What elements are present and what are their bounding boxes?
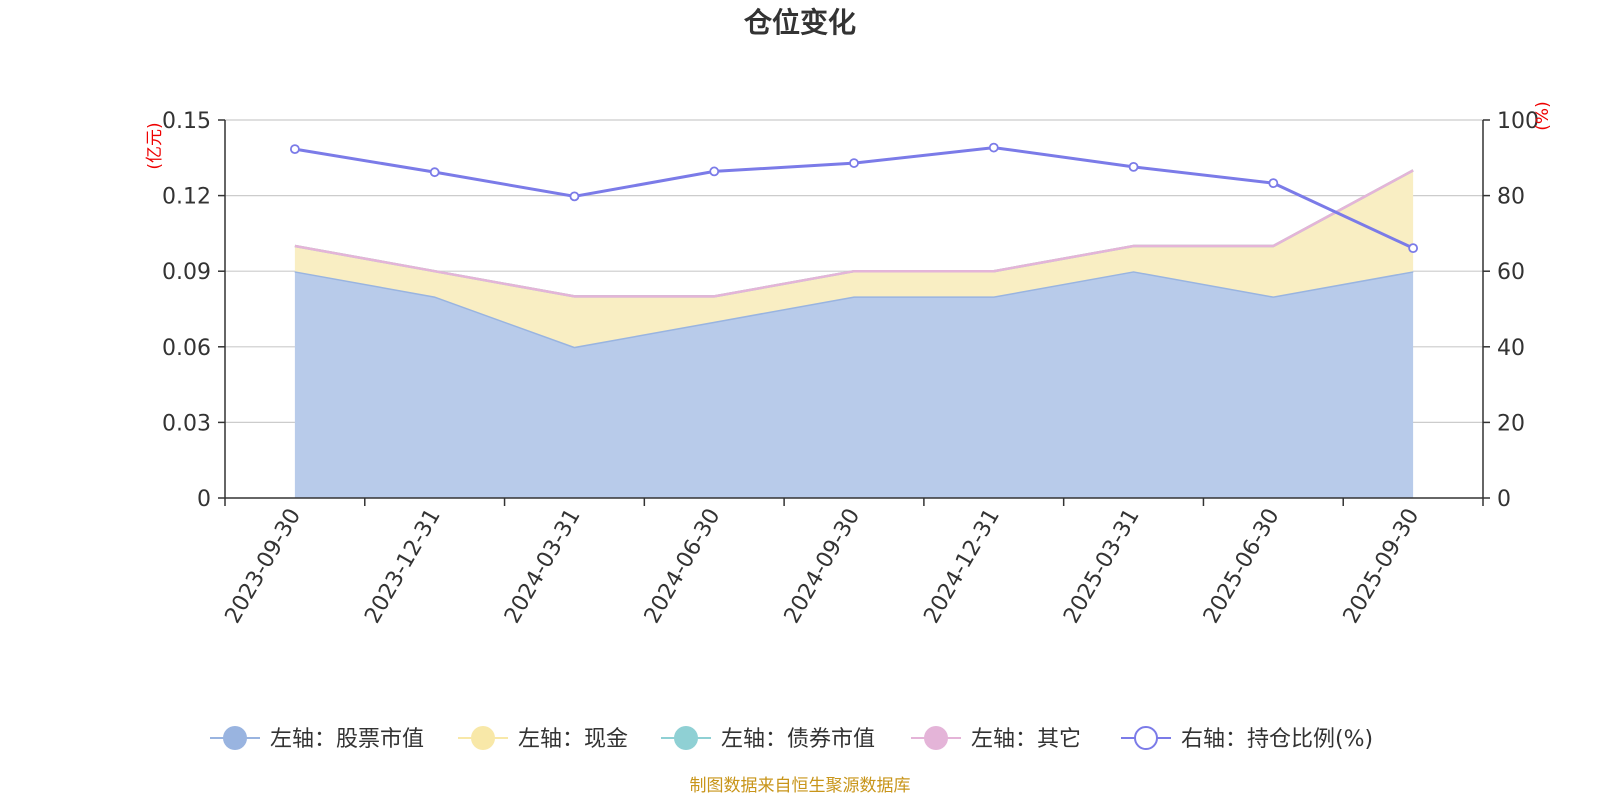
- left-tick-label: 0.03: [162, 411, 211, 436]
- x-tick-label: 2024-09-30: [780, 505, 866, 628]
- legend-label: 左轴：股票市值: [270, 727, 424, 752]
- legend-marker: [1134, 726, 1158, 750]
- ratio-line-series: [289, 142, 1419, 254]
- data-source-note: 制图数据来自恒生聚源数据库: [690, 776, 911, 796]
- legend-marker: [924, 726, 948, 750]
- legend-marker: [674, 726, 698, 750]
- legend-item[interactable]: 右轴：持仓比例(%): [1121, 726, 1373, 752]
- legend-label: 左轴：债券市值: [721, 727, 875, 752]
- ratio-point: [429, 167, 440, 178]
- ratio-point: [1408, 243, 1419, 254]
- other-line: [294, 169, 1414, 298]
- left-tick-label: 0.06: [162, 336, 211, 361]
- right-tick-label: 20: [1497, 411, 1525, 436]
- x-tick-label: 2023-09-30: [221, 505, 307, 628]
- right-tick-label: 0: [1497, 487, 1511, 512]
- legend-label: 右轴：持仓比例(%): [1181, 727, 1373, 752]
- ratio-point: [1128, 161, 1139, 172]
- left-tick-label: 0.15: [162, 109, 211, 134]
- legend-marker: [471, 726, 495, 750]
- right-axis-unit: (%): [1533, 101, 1553, 130]
- legend-item[interactable]: 左轴：其它: [911, 726, 1081, 752]
- legend-item[interactable]: 左轴：现金: [458, 726, 628, 752]
- ratio-point: [988, 142, 999, 153]
- legend: 左轴：股票市值 左轴：现金 左轴：债券市值 左轴：其它 右轴：持仓比例(%): [210, 726, 1373, 752]
- stacked-areas: [294, 169, 1414, 498]
- x-tick-label: 2024-12-31: [919, 505, 1005, 628]
- left-tick-label: 0: [197, 487, 211, 512]
- ratio-point: [289, 144, 300, 155]
- x-tick-label: 2025-06-30: [1199, 505, 1285, 628]
- ratio-point: [569, 191, 580, 202]
- stock-value-area: [294, 271, 1414, 498]
- left-tick-label: 0.12: [162, 185, 211, 210]
- legend-item[interactable]: 左轴：股票市值: [210, 726, 424, 752]
- right-tick-label: 60: [1497, 260, 1525, 285]
- cash-area: [294, 170, 1414, 347]
- legend-item[interactable]: 左轴：债券市值: [661, 726, 875, 752]
- x-tick-label: 2025-09-30: [1339, 505, 1425, 628]
- right-tick-label: 40: [1497, 336, 1525, 361]
- left-tick-label: 0.09: [162, 260, 211, 285]
- ratio-point: [709, 166, 720, 177]
- x-tick-label: 2024-03-31: [500, 505, 586, 628]
- ratio-point: [849, 158, 859, 168]
- x-tick-label: 2024-06-30: [640, 505, 726, 628]
- legend-label: 左轴：其它: [971, 727, 1081, 752]
- legend-label: 左轴：现金: [518, 727, 628, 752]
- right-tick-label: 80: [1497, 185, 1525, 210]
- left-axis-unit: (亿元): [145, 122, 165, 169]
- ratio-point: [1268, 178, 1279, 189]
- x-tick-label: 2025-03-31: [1059, 505, 1145, 628]
- x-tick-label: 2023-12-31: [360, 504, 446, 627]
- chart-title: 仓位变化: [744, 6, 856, 39]
- legend-marker: [223, 726, 247, 750]
- right-tick-label: 100: [1497, 109, 1539, 134]
